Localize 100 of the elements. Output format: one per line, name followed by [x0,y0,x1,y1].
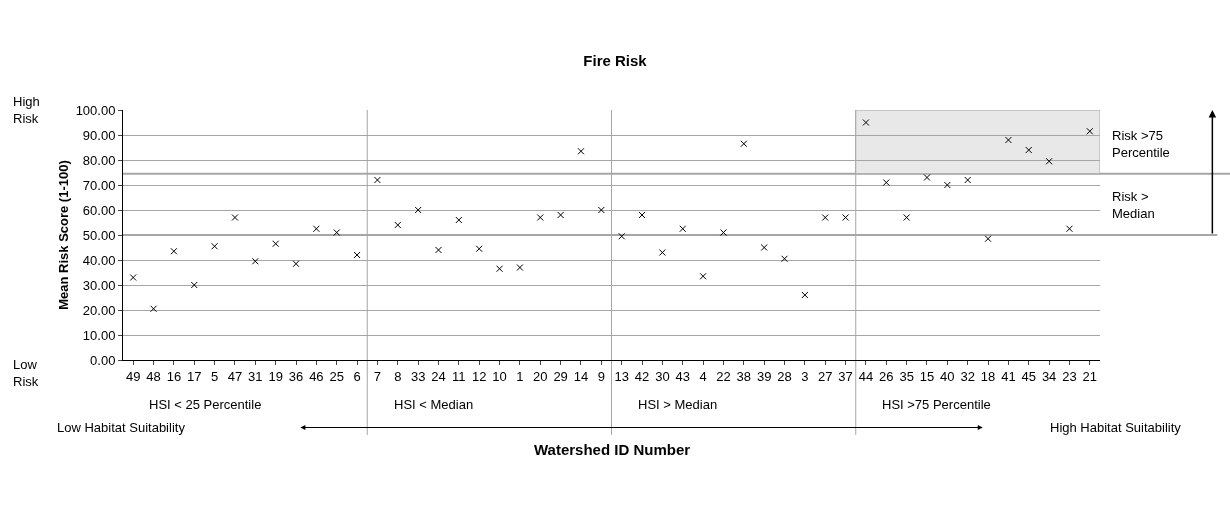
x-tick-label: 41 [1001,368,1016,384]
y-tick-label: 50.00 [82,227,116,243]
x-tick-label: 23 [1062,368,1077,384]
text: Low Risk [13,357,39,389]
point [1025,146,1033,154]
x-tick-label: 33 [410,368,426,384]
y-tick-label: 0.00 [90,352,116,368]
point [170,247,178,255]
point [557,211,565,219]
x-tick-label: 4 [699,368,707,384]
point [821,214,829,221]
point [455,216,463,224]
point [984,235,992,243]
x-tick-label: 15 [919,368,935,384]
point [882,179,890,186]
text: HSI < Median [394,397,474,412]
point [1086,127,1094,135]
point [699,272,707,280]
point [129,274,137,281]
text: HSI < 25 Percentile [149,397,262,412]
x-tick-label: 29 [553,368,568,384]
point [475,245,483,253]
x-tick-label: 42 [634,368,650,384]
x-tick-label: 3 [801,368,809,384]
point [760,244,768,251]
point [516,264,524,271]
y-tick-label: 70.00 [82,177,116,193]
point [373,176,381,184]
point [272,240,280,248]
text: Low Habitat Suitability [57,420,186,435]
x-tick-label: 38 [736,368,752,384]
point [190,281,198,289]
x-tick-label: 21 [1082,368,1098,384]
x-tick-label: 32 [960,368,975,384]
x-tick-label: 12 [471,368,487,384]
point [414,206,422,214]
x-tick-label: 17 [187,368,202,384]
point [740,140,748,148]
x-tick-label: 19 [268,368,283,384]
point [312,225,320,233]
point [658,249,666,256]
text: High Habitat Suitability [1050,420,1182,435]
x-tick-label: 7 [373,368,382,384]
x-tick-label: 46 [309,368,324,384]
x-tick-label: 25 [329,368,344,384]
x-axis-title: Watershed ID Number [534,441,691,458]
y-tick-label: 80.00 [82,152,116,168]
x-tick-label: 5 [210,368,219,384]
x-tick-label: 8 [394,368,402,384]
point [903,214,911,221]
x-tick-label: 9 [597,368,605,384]
y-tick-label: 20.00 [82,302,116,318]
x-tick-label: 36 [288,368,304,384]
x-tick-label: 45 [1021,368,1036,384]
x-tick-label: 14 [573,368,589,384]
x-tick-label: 27 [817,368,833,384]
x-tick-label: 6 [353,368,361,384]
chart-title: Fire Risk [583,51,648,69]
point [1065,225,1073,233]
x-tick-label: 30 [655,368,670,384]
y-tick-label: 10.00 [82,327,116,343]
text: HSI > Median [638,397,718,412]
x-tick-label: 31 [248,368,263,384]
point [577,147,585,155]
text: HSI >75 Percentile [882,397,991,412]
ref-line-label: Risk >75 Percentile [1112,128,1170,160]
x-tick-label: 34 [1041,368,1057,384]
y-axis-title: Mean Risk Score (1-100) [55,160,71,310]
text: High Risk [13,94,40,126]
point [597,206,605,214]
x-tick-label: 1 [516,368,524,384]
y-tick-label: 40.00 [82,252,116,268]
x-tick-label: 48 [146,368,161,384]
x-tick-label: 24 [431,368,446,384]
x-tick-label: 11 [452,368,466,384]
point [292,260,300,268]
point [536,214,544,221]
x-tick-label: 10 [492,368,507,384]
x-tick-label: 16 [166,368,182,384]
point [618,232,626,240]
x-tick-label: 44 [858,368,874,384]
point [394,221,402,229]
x-tick-label: 49 [125,368,141,384]
point [964,176,972,184]
y-tick-label: 60.00 [82,202,116,218]
x-tick-label: 40 [940,368,955,384]
point [923,174,931,181]
x-tick-label: 47 [227,368,243,384]
x-tick-label: 37 [838,368,853,384]
y-tick-label: 100.00 [75,102,116,118]
point [1045,157,1053,165]
x-tick-label: 22 [716,368,731,384]
x-tick-label: 39 [756,368,772,384]
y-tick-label: 30.00 [82,277,116,293]
x-tick-label: 35 [899,368,914,384]
point [333,229,341,236]
x-tick-label: 13 [614,368,629,384]
point [231,214,239,221]
point [496,265,504,273]
point [150,305,158,313]
